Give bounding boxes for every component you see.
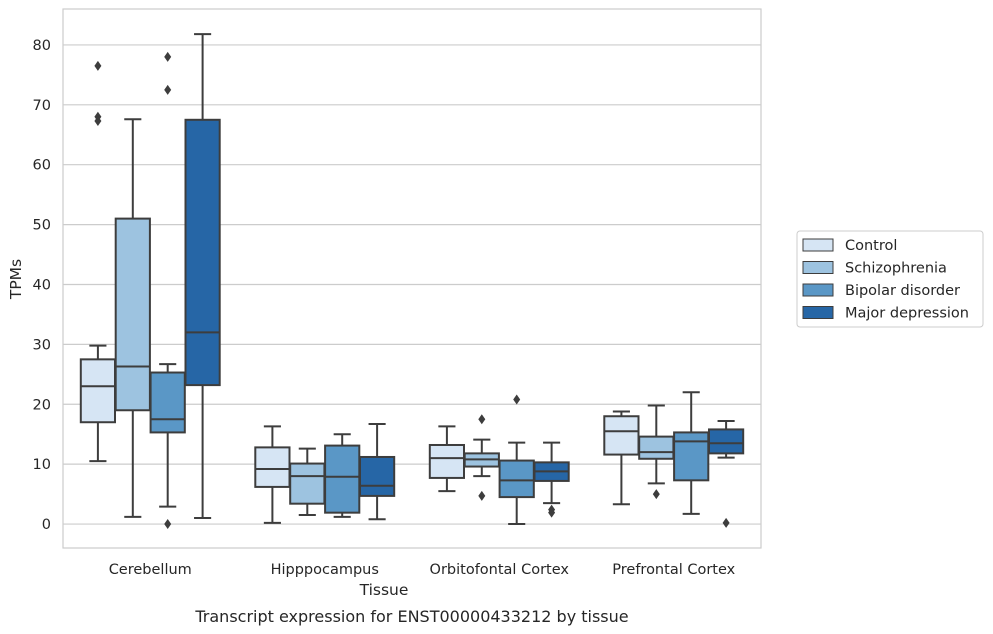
iqr-box xyxy=(184,118,221,387)
outlier-point xyxy=(478,490,486,501)
iqr-box xyxy=(254,446,291,488)
box-schizophrenia xyxy=(638,404,675,500)
legend-label: Control xyxy=(845,238,897,254)
y-tick-label: 10 xyxy=(33,457,51,473)
box-bipolar-disorder xyxy=(324,433,361,518)
box-control xyxy=(603,410,640,506)
y-tick-label: 70 xyxy=(33,98,51,114)
x-tick-label: Prefrontal Cortex xyxy=(612,562,735,578)
box-major-depression xyxy=(184,33,221,520)
y-tick-label: 0 xyxy=(42,517,51,533)
outlier-point xyxy=(94,115,102,126)
outlier-point xyxy=(478,414,486,425)
x-axis-ticks: Cerebellum Hipppocampus Orbitofontal Corte… xyxy=(109,562,736,578)
x-axis-title: Tissue xyxy=(359,581,409,599)
y-tick-label: 80 xyxy=(33,38,51,54)
box-major-depression xyxy=(358,423,396,521)
iqr-box xyxy=(603,415,640,456)
box-bipolar-disorder xyxy=(498,394,535,526)
legend-swatch xyxy=(802,261,834,274)
iqr-box xyxy=(673,431,710,482)
x-tick-label: Orbitofontal Cortex xyxy=(430,562,570,578)
iqr-box xyxy=(498,459,535,499)
outlier-point xyxy=(548,507,556,518)
legend: Control Schizophrenia Bipolar disorder Majo… xyxy=(796,230,984,328)
box-bipolar-disorder xyxy=(149,51,186,530)
iqr-box xyxy=(149,371,186,434)
plot-area-frame xyxy=(62,8,762,549)
outlier-point xyxy=(652,489,660,500)
iqr-box xyxy=(79,358,117,424)
box-bipolar-disorder xyxy=(673,391,710,515)
y-tick-label: 50 xyxy=(33,218,51,234)
iqr-box xyxy=(289,462,326,505)
box-schizophrenia xyxy=(463,414,500,501)
iqr-box xyxy=(707,428,745,455)
y-tick-label: 20 xyxy=(33,397,51,413)
box-control xyxy=(79,60,117,463)
legend-swatch xyxy=(802,283,834,297)
x-tick-label: Hipppocampus xyxy=(271,562,379,578)
y-axis-title: TPMs xyxy=(7,259,25,300)
outlier-point xyxy=(513,394,521,405)
iqr-box xyxy=(114,217,151,412)
box-control xyxy=(428,425,466,493)
box-plot-marks xyxy=(79,33,745,530)
y-tick-label: 30 xyxy=(33,337,51,353)
iqr-box xyxy=(324,444,361,514)
outlier-point xyxy=(164,519,172,530)
legend-label: Major depression xyxy=(845,306,969,322)
outlier-point xyxy=(164,84,172,95)
legend-swatch xyxy=(802,238,834,252)
legend-label: Bipolar disorder xyxy=(845,283,960,299)
box-control xyxy=(254,425,291,524)
legend-frame xyxy=(796,230,984,328)
iqr-box xyxy=(428,443,466,479)
box-schizophrenia xyxy=(114,118,151,518)
box-major-depression xyxy=(707,420,745,528)
y-tick-label: 60 xyxy=(33,158,51,174)
outlier-point xyxy=(94,60,102,71)
iqr-box xyxy=(638,435,675,460)
outlier-point xyxy=(164,51,172,62)
y-tick-label: 40 xyxy=(33,277,51,293)
box-major-depression xyxy=(533,441,570,518)
y-axis-ticks: 0 10 20 30 40 50 60 70 80 xyxy=(33,38,51,533)
iqr-box xyxy=(358,455,396,497)
legend-swatch xyxy=(802,306,834,319)
chart-caption: Transcript expression for ENST0000043321… xyxy=(194,607,628,626)
x-tick-label: Cerebellum xyxy=(109,562,192,578)
box-schizophrenia xyxy=(289,447,326,517)
outlier-point xyxy=(722,517,730,528)
legend-label: Schizophrenia xyxy=(845,261,947,277)
